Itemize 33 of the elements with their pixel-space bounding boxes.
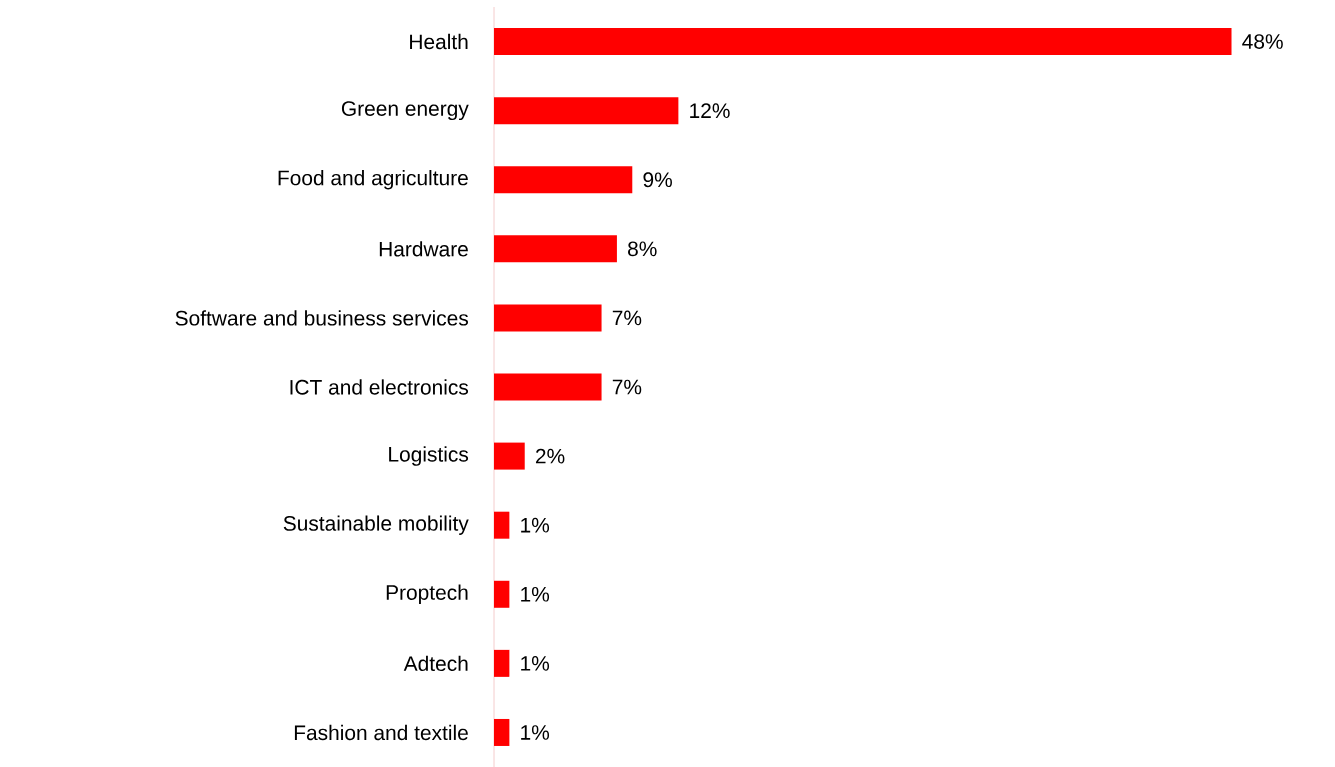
data-label: 7% (612, 379, 642, 395)
y-tick-label: Health (410, 33, 468, 50)
y-tick-label: Proptech (386, 584, 468, 605)
bar (494, 97, 679, 125)
y-tick-label: Hardware (379, 241, 468, 257)
data-label: 1% (521, 586, 550, 602)
data-label: 2% (535, 448, 565, 464)
bar (494, 580, 510, 608)
data-label: 8% (628, 241, 657, 257)
data-label: 12% (690, 103, 730, 119)
data-label: 1% (521, 656, 550, 671)
bar (494, 166, 633, 194)
y-tick-label: Fashion and textile (294, 724, 468, 741)
y-tick-label: Green energy (341, 101, 469, 121)
bar (494, 28, 1232, 56)
y-tick-label: Logistics (389, 446, 469, 466)
bar (494, 373, 602, 401)
bar (494, 649, 510, 677)
y-tick-label: Food and agriculture (278, 169, 468, 190)
y-tick-label: ICT and electronics (290, 379, 469, 395)
bar (494, 442, 525, 470)
y-tick-label: Sustainable mobility (283, 515, 469, 535)
data-label: 9% (643, 172, 672, 188)
bar (494, 718, 510, 746)
data-label: 1% (521, 517, 550, 533)
bar (494, 511, 510, 539)
data-label: 48% (1242, 34, 1283, 49)
bar (494, 304, 602, 332)
bar (494, 235, 617, 263)
y-tick-label: Adtech (403, 655, 468, 672)
y-tick-label: Software and business services (175, 310, 469, 326)
data-label: 1% (521, 725, 550, 740)
data-label: 7% (612, 310, 642, 326)
